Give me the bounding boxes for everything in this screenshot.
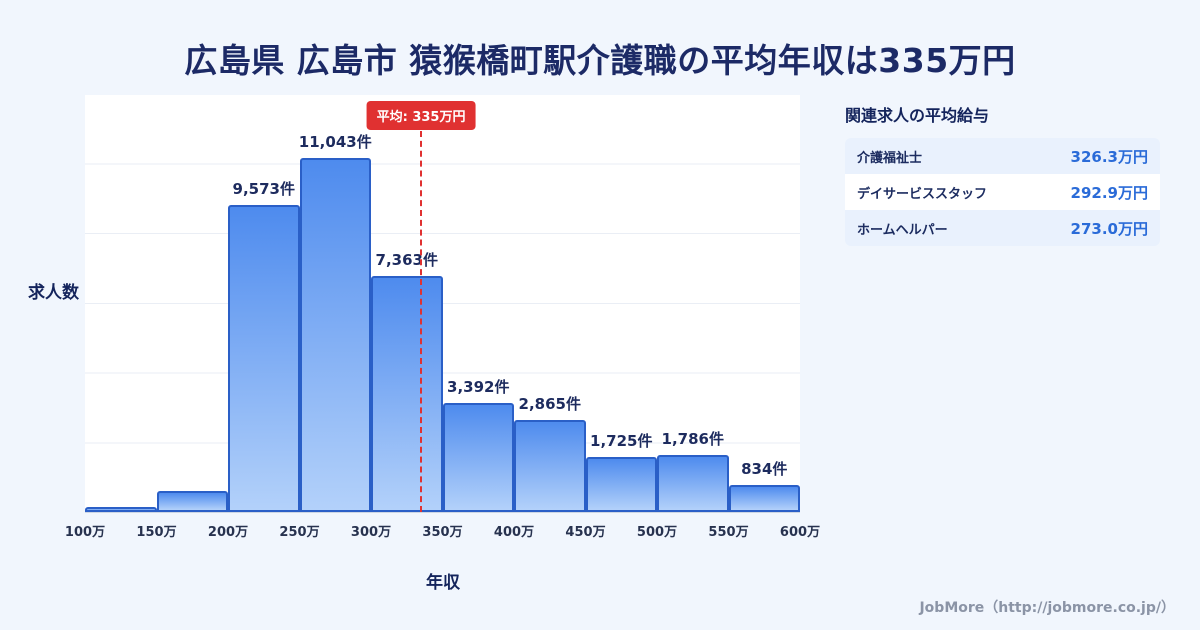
histogram-bar-slot xyxy=(156,95,228,512)
histogram-bar-slot: 11,043件 xyxy=(298,95,372,512)
bar-value-label: 9,573件 xyxy=(232,179,295,198)
salary-row: 介護福祉士 326.3万円 xyxy=(845,138,1160,174)
salary-row: デイサービススタッフ 292.9万円 xyxy=(845,174,1160,210)
x-tick-label: 450万 xyxy=(565,525,606,540)
x-tick-label: 250万 xyxy=(279,525,320,540)
bar-value-label: 1,786件 xyxy=(661,429,724,448)
histogram-bar-slot: 834件 xyxy=(728,95,800,512)
average-badge: 平均: 335万円 xyxy=(366,101,476,130)
histogram-bar-slot: 1,786件 xyxy=(657,95,729,512)
bar-value-label: 3,392件 xyxy=(447,378,510,397)
histogram-bar xyxy=(657,454,729,512)
x-axis-label: 年収 xyxy=(426,573,460,593)
histogram-bar-slot: 3,392件 xyxy=(442,95,514,512)
x-tick-label: 150万 xyxy=(136,525,177,540)
x-tick-label: 350万 xyxy=(422,525,463,540)
x-tick-label: 550万 xyxy=(708,525,749,540)
x-tick-label: 500万 xyxy=(636,525,678,540)
bar-value-label: 7,363件 xyxy=(375,250,438,269)
x-tick-label: 600万 xyxy=(779,525,821,540)
histogram-bar xyxy=(228,204,300,512)
salary-row: ホームヘルパー 273.0万円 xyxy=(845,210,1160,246)
salary-row-pay: 273.0万円 xyxy=(1070,219,1148,238)
histogram-bar-slot: 1,725件 xyxy=(585,95,657,512)
histogram-bar xyxy=(156,491,228,512)
histogram-bar-slot xyxy=(85,95,157,512)
page-title: 広島県 広島市 猿猴橋町駅介護職の平均年収は335万円 xyxy=(184,41,1016,80)
side-panel-heading: 関連求人の平均給与 xyxy=(845,106,990,125)
histogram-bar xyxy=(85,507,157,512)
bar-value-label: 1,725件 xyxy=(590,431,653,450)
bar-value-label: 834件 xyxy=(741,460,788,479)
footer-credit: JobMore（http://jobmore.co.jp/） xyxy=(919,600,1175,616)
salary-row-job: デイサービススタッフ xyxy=(857,186,988,202)
histogram-bar-slot: 2,865件 xyxy=(514,95,586,512)
histogram-bar xyxy=(371,275,443,512)
x-tick-label: 100万 xyxy=(64,525,106,540)
bar-value-label: 11,043件 xyxy=(298,132,372,151)
histogram-bar xyxy=(585,456,657,512)
histogram-bar xyxy=(514,420,586,512)
salary-table: 介護福祉士 326.3万円デイサービススタッフ 292.9万円ホームヘルパー 273.… xyxy=(845,138,1160,246)
bar-value-label: 2,865件 xyxy=(518,395,581,414)
salary-row-job: 介護福祉士 xyxy=(857,150,923,166)
histogram-bar xyxy=(442,403,514,512)
y-axis-label: 求人数 xyxy=(28,283,79,303)
average-line xyxy=(420,131,423,512)
histogram-bars: 9,573件 11,043件 7,363件 3,392件 2,865件 1,725件 1,7… xyxy=(85,95,800,512)
histogram-bar xyxy=(299,157,371,512)
histogram-bar-slot: 9,573件 xyxy=(228,95,300,512)
salary-row-pay: 326.3万円 xyxy=(1070,147,1148,166)
histogram-plot: 9,573件 11,043件 7,363件 3,392件 2,865件 1,725件 1,7… xyxy=(65,95,820,540)
histogram-bar xyxy=(728,485,800,512)
salary-row-job: ホームヘルパー xyxy=(857,222,948,238)
x-tick-label: 400万 xyxy=(493,525,535,540)
x-tick-label: 200万 xyxy=(207,525,249,540)
x-axis-ticks: 100万 150万 200万 250万 300万 350万 400万 450万 500万 550万… xyxy=(65,512,820,542)
x-tick-label: 300万 xyxy=(350,525,392,540)
histogram-bar-slot: 7,363件 xyxy=(371,95,443,512)
salary-row-pay: 292.9万円 xyxy=(1070,183,1148,202)
